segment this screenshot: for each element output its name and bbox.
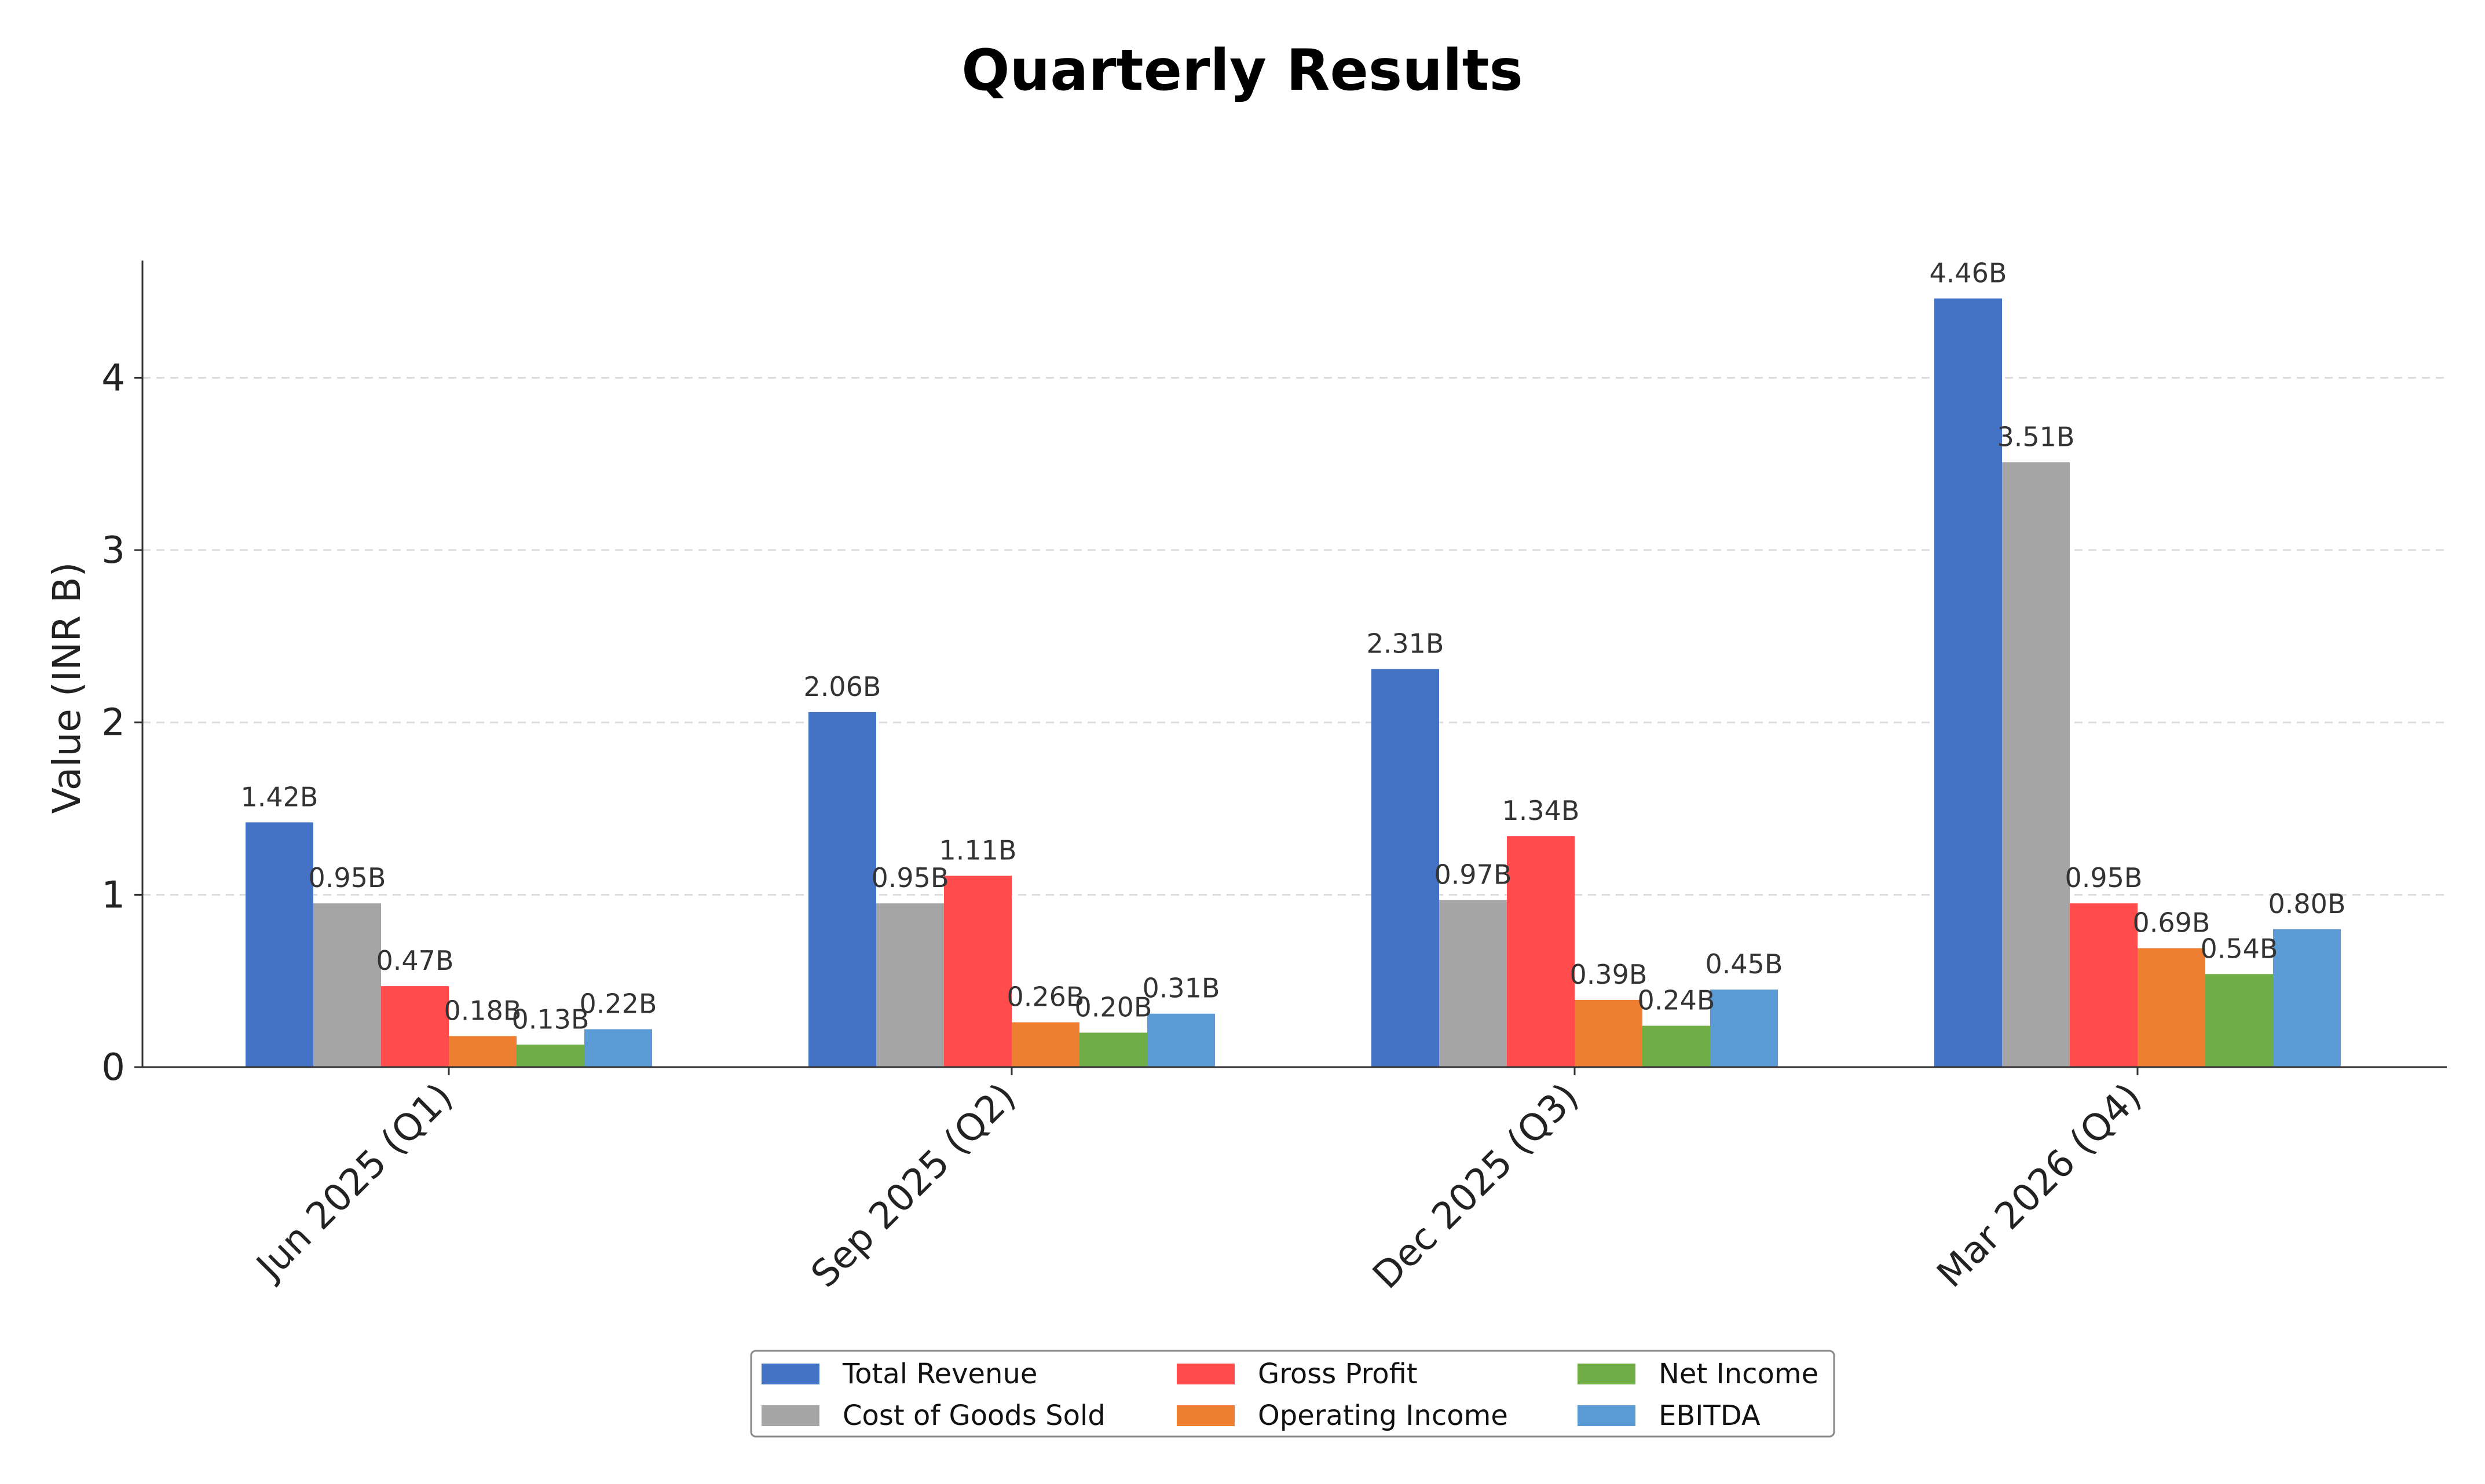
y-tick-label-3: 3 xyxy=(101,529,125,572)
bars-group xyxy=(246,298,2341,1067)
legend-swatch-ebitda xyxy=(1578,1405,1635,1426)
bar-operating-income-1 xyxy=(449,1036,517,1067)
data-label-total-revenue-1: 1.42B xyxy=(241,781,319,812)
legend: Total Revenue Cost of Goods Sold Gross Pro… xyxy=(750,1350,1835,1438)
bar-net-income-4 xyxy=(2205,974,2273,1067)
data-label-cost-of-goods-sold-4: 3.51B xyxy=(1997,421,2075,452)
bar-net-income-2 xyxy=(1079,1032,1147,1067)
data-label-cost-of-goods-sold-2: 0.95B xyxy=(872,862,949,893)
legend-swatch-net-income xyxy=(1578,1364,1635,1384)
data-label-gross-profit-3: 1.34B xyxy=(1502,795,1580,826)
y-tick-label-2: 2 xyxy=(101,702,125,745)
x-tick-label-4: Mar 2026 (Q4) xyxy=(1929,1075,2150,1296)
bar-gross-profit-4 xyxy=(2070,903,2138,1067)
legend-label-ebitda: EBITDA xyxy=(1659,1399,1761,1432)
data-label-operating-income-4: 0.69B xyxy=(2133,907,2210,939)
bar-gross-profit-2 xyxy=(944,875,1012,1067)
bar-net-income-1 xyxy=(517,1045,584,1067)
bar-ebitda-4 xyxy=(2273,929,2341,1067)
legend-label-cost-of-goods-sold: Cost of Goods Sold xyxy=(843,1399,1106,1432)
legend-swatch-operating-income xyxy=(1177,1405,1235,1426)
data-label-gross-profit-4: 0.95B xyxy=(2065,862,2143,893)
data-label-cost-of-goods-sold-3: 0.97B xyxy=(1434,859,1512,890)
bar-operating-income-2 xyxy=(1012,1022,1079,1067)
legend-label-net-income: Net Income xyxy=(1659,1358,1818,1390)
data-label-ebitda-1: 0.22B xyxy=(580,988,657,1020)
data-label-operating-income-2: 0.26B xyxy=(1007,981,1085,1013)
bar-operating-income-4 xyxy=(2138,948,2205,1067)
data-label-ebitda-2: 0.31B xyxy=(1143,973,1220,1004)
bar-total-revenue-2 xyxy=(808,712,876,1067)
bar-gross-profit-1 xyxy=(381,986,449,1067)
bar-total-revenue-4 xyxy=(1934,298,2002,1067)
x-tick-label-1: Jun 2025 (Q1) xyxy=(247,1075,462,1289)
bar-net-income-3 xyxy=(1642,1025,1710,1067)
legend-label-total-revenue: Total Revenue xyxy=(842,1358,1037,1390)
bar-cost-of-goods-sold-3 xyxy=(1439,900,1507,1067)
y-axis-label: Value (INR B) xyxy=(45,562,89,814)
data-label-net-income-2: 0.20B xyxy=(1075,991,1152,1023)
x-tick-label-2: Sep 2025 (Q2) xyxy=(803,1075,1024,1296)
bar-total-revenue-3 xyxy=(1371,669,1439,1067)
axes-group: 0 1 2 3 4 Jun 2025 (Q1) Sep 2025 (Q2) Dec 2025 … xyxy=(101,261,2447,1298)
legend-label-operating-income: Operating Income xyxy=(1258,1399,1508,1432)
chart-title: Quarterly Results xyxy=(961,38,1523,104)
bar-gross-profit-3 xyxy=(1507,836,1575,1067)
bar-total-revenue-1 xyxy=(246,822,313,1067)
data-label-net-income-4: 0.54B xyxy=(2201,933,2278,964)
bar-cost-of-goods-sold-4 xyxy=(2002,462,2070,1067)
legend-label-gross-profit: Gross Profit xyxy=(1258,1358,1418,1390)
bar-cost-of-goods-sold-1 xyxy=(313,903,381,1067)
data-label-total-revenue-4: 4.46B xyxy=(1930,257,2007,288)
bar-ebitda-3 xyxy=(1710,990,1778,1067)
bar-ebitda-1 xyxy=(584,1029,652,1067)
data-label-operating-income-3: 0.39B xyxy=(1570,959,1648,990)
legend-swatch-total-revenue xyxy=(762,1364,819,1384)
legend-frame xyxy=(750,1350,1835,1438)
grid-lines xyxy=(142,376,2447,896)
bar-operating-income-3 xyxy=(1575,999,1642,1067)
data-label-gross-profit-2: 1.11B xyxy=(939,835,1017,866)
data-label-ebitda-4: 0.80B xyxy=(2268,888,2346,919)
data-label-gross-profit-1: 0.47B xyxy=(376,945,454,976)
bar-cost-of-goods-sold-2 xyxy=(876,903,944,1067)
y-tick-label-4: 4 xyxy=(101,357,125,400)
data-label-ebitda-3: 0.45B xyxy=(1706,948,1783,980)
bar-ebitda-2 xyxy=(1147,1013,1215,1067)
data-label-operating-income-1: 0.18B xyxy=(444,995,522,1026)
data-label-net-income-1: 0.13B xyxy=(512,1003,590,1035)
data-label-cost-of-goods-sold-1: 0.95B xyxy=(309,862,386,893)
data-label-net-income-3: 0.24B xyxy=(1638,985,1715,1016)
y-tick-label-1: 1 xyxy=(101,874,125,917)
legend-swatch-gross-profit xyxy=(1177,1364,1235,1384)
x-tick-label-3: Dec 2025 (Q3) xyxy=(1365,1075,1587,1298)
data-label-total-revenue-3: 2.31B xyxy=(1367,628,1444,659)
data-label-total-revenue-2: 2.06B xyxy=(804,671,881,702)
y-tick-label-0: 0 xyxy=(101,1046,125,1089)
legend-swatch-cost-of-goods-sold xyxy=(762,1405,819,1426)
